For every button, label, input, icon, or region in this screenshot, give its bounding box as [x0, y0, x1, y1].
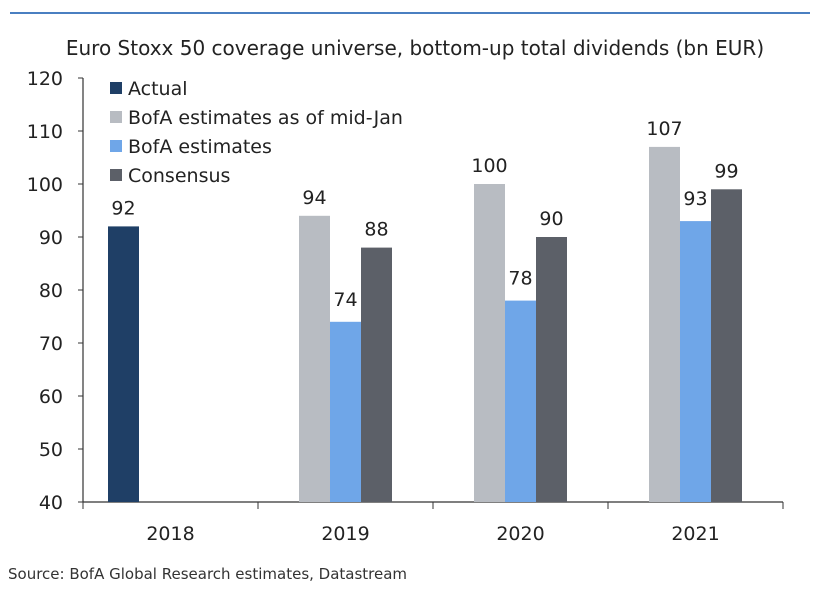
y-tick-label: 90: [39, 227, 63, 249]
legend-label: Consensus: [128, 165, 230, 187]
x-tick-label: 2018: [146, 523, 194, 545]
data-label: 88: [364, 219, 388, 241]
bar-bofa-estimates: [505, 300, 536, 502]
chart-title: Euro Stoxx 50 coverage universe, bottom-…: [65, 36, 765, 60]
y-tick-label: 100: [27, 174, 63, 196]
bar-consensus: [536, 237, 567, 502]
legend-swatch: [110, 111, 122, 123]
legend-label: Actual: [128, 78, 188, 100]
data-label: 92: [111, 197, 135, 219]
bar-bofa-estimates: [330, 321, 361, 502]
y-tick-label: 60: [39, 386, 63, 408]
top-rule: [10, 12, 810, 14]
data-labels: 92 94 74 88 100 78 90 107 93 99: [111, 118, 738, 311]
bar-bofa-estimates-as-of-mid-jan: [649, 146, 680, 502]
x-tick-label: 2019: [321, 523, 369, 545]
bar-bofa-estimates: [680, 221, 711, 502]
data-label: 94: [302, 187, 326, 209]
bar-actual: [108, 226, 139, 502]
x-tick-label: 2020: [496, 523, 544, 545]
legend-swatch: [110, 82, 122, 94]
data-label: 107: [646, 118, 682, 140]
data-label: 90: [539, 208, 563, 230]
y-tick-label: 80: [39, 280, 63, 302]
data-label: 99: [714, 160, 738, 182]
legend-swatch: [110, 140, 122, 152]
bar-consensus: [711, 189, 742, 503]
data-label: 78: [508, 268, 532, 290]
y-tick-label: 50: [39, 439, 63, 461]
y-tick-label: 110: [27, 121, 63, 143]
data-label: 74: [333, 289, 357, 311]
legend-label: BofA estimates as of mid-Jan: [128, 107, 403, 129]
y-tick-label: 40: [39, 492, 63, 514]
y-tick-label: 120: [27, 68, 63, 90]
legend-label: BofA estimates: [128, 136, 272, 158]
bar-bofa-estimates-as-of-mid-jan: [299, 215, 330, 503]
data-label: 93: [683, 188, 707, 210]
bars: [108, 146, 742, 503]
y-tick-label: 70: [39, 333, 63, 355]
bar-bofa-estimates-as-of-mid-jan: [474, 184, 505, 502]
data-label: 100: [471, 155, 507, 177]
source-note: Source: BofA Global Research estimates, …: [8, 565, 408, 583]
legend: Actual BofA estimates as of mid-Jan BofA e…: [110, 78, 403, 187]
bar-consensus: [361, 247, 392, 502]
x-tick-label: 2021: [671, 523, 719, 545]
legend-swatch: [110, 169, 122, 181]
